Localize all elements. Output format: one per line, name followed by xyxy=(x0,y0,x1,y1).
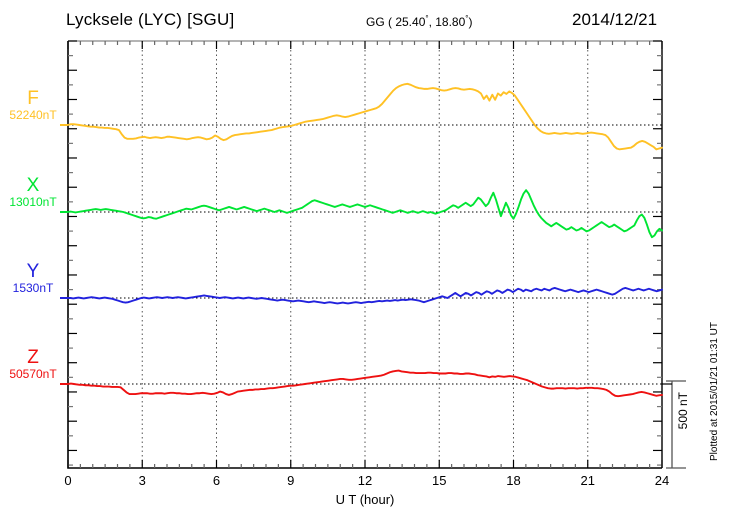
x-axis-tick-label: 3 xyxy=(138,473,146,488)
component-baseline-value: 13010nT xyxy=(9,195,57,209)
x-axis-tick-label: 12 xyxy=(357,473,373,488)
x-axis-tick-label: 9 xyxy=(287,473,295,488)
coords-mid: , 18.80 xyxy=(428,15,466,29)
component-label-x: X 13010nT xyxy=(2,175,64,210)
x-axis-tick-label: 6 xyxy=(212,473,221,488)
component-letter: Y xyxy=(26,261,40,282)
plotted-timestamp: Plotted at 2015/01/21 01:31 UT xyxy=(709,322,720,461)
coords-suffix: ) xyxy=(468,15,473,29)
component-letter: F xyxy=(27,88,39,109)
x-axis-tick-label: 15 xyxy=(432,473,447,488)
degree-icon: ° xyxy=(425,14,429,23)
page-title: Lycksele (LYC) [SGU] xyxy=(66,10,235,29)
component-label-f: F 52240nT xyxy=(2,88,64,123)
trace-f xyxy=(67,82,663,151)
component-baseline-value: 52240nT xyxy=(9,108,57,122)
component-baseline-value: 1530nT xyxy=(12,281,54,295)
degree-icon: ° xyxy=(465,14,469,23)
scale-bar-label: 500 nT xyxy=(676,392,690,430)
x-axis-tick-label: 21 xyxy=(580,473,595,488)
x-axis-title: U T (hour) xyxy=(335,492,395,507)
trace-x xyxy=(67,189,663,239)
component-baseline-value: 50570nT xyxy=(9,367,57,381)
x-axis-tick-label: 0 xyxy=(64,473,72,488)
trace-y xyxy=(67,286,663,305)
trace-z xyxy=(67,369,663,398)
component-letter: Z xyxy=(27,347,39,368)
component-label-y: Y 1530nT xyxy=(2,261,64,296)
x-axis-tick-label: 24 xyxy=(654,473,670,488)
x-axis-tick-label: 18 xyxy=(506,473,521,488)
coords-prefix: GG ( 25.40 xyxy=(366,15,426,29)
component-label-z: Z 50570nT xyxy=(2,347,64,382)
component-letter: X xyxy=(26,175,40,196)
geographic-coordinates: GG ( 25.40°, 18.80°) xyxy=(366,14,472,29)
observation-date: 2014/12/21 xyxy=(572,10,658,29)
